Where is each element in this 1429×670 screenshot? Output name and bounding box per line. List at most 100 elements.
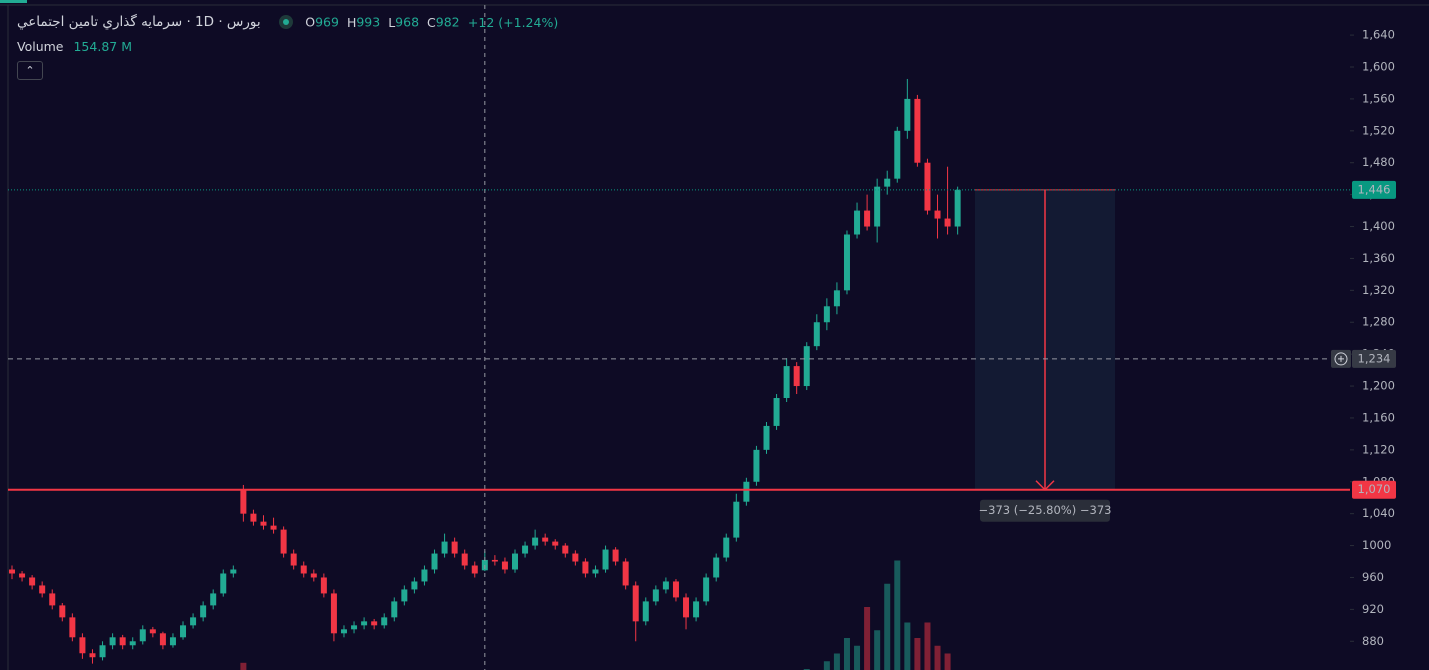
candle-body	[89, 653, 96, 658]
y-tick-label: 1,320	[1362, 283, 1395, 297]
candle-body	[662, 581, 669, 590]
ohlc-label: C	[427, 14, 436, 30]
top-accent	[0, 0, 27, 3]
candle-body	[803, 346, 810, 387]
collapse-button[interactable]: ⌃	[17, 61, 43, 80]
candle-body	[924, 162, 931, 211]
candle-body	[361, 621, 368, 626]
volume-layer	[240, 560, 951, 670]
volume-bar	[944, 653, 951, 670]
candle-body	[401, 589, 408, 602]
y-tick-label: 1,400	[1362, 219, 1395, 233]
candle-body	[99, 645, 106, 658]
candle-body	[49, 593, 56, 606]
candle-body	[260, 521, 267, 526]
volume-bar	[874, 630, 881, 670]
price-badge-label: 1,446	[1358, 182, 1391, 196]
candle-body	[351, 625, 358, 630]
candle-body	[230, 569, 237, 574]
candle-body	[159, 633, 166, 646]
candle-body	[451, 541, 458, 554]
measure-label-box	[980, 499, 1110, 522]
candle-body	[743, 481, 750, 502]
candle-body	[340, 629, 347, 634]
candle-body	[330, 593, 337, 634]
candle-body	[139, 629, 146, 642]
volume-bar	[884, 583, 891, 670]
candle-body	[723, 537, 730, 558]
y-tick-label: 1000	[1362, 538, 1391, 552]
candle-body	[381, 617, 388, 626]
y-tick-label: 1,520	[1362, 123, 1395, 137]
candle-body	[894, 130, 901, 179]
ohlc: O969 H993 L968 C982	[305, 14, 459, 30]
status-icon[interactable]	[278, 15, 293, 29]
ohlc-label: L	[388, 14, 396, 30]
candle-body	[874, 186, 881, 227]
candle-body	[491, 559, 498, 562]
y-tick-label: 880	[1362, 634, 1384, 648]
ohlc-value: 968	[395, 14, 420, 30]
candle-body	[592, 569, 599, 574]
y-tick-label: 1,360	[1362, 251, 1395, 265]
volume-bar	[924, 622, 931, 670]
volume-bar	[914, 638, 921, 670]
price-badge	[1352, 480, 1396, 499]
candle-body	[200, 605, 207, 618]
candle-body	[19, 573, 26, 578]
candle-body	[290, 553, 297, 566]
candle-body	[300, 565, 307, 574]
ohlc-label: O	[305, 14, 316, 30]
candle-body	[190, 617, 197, 626]
candle-body	[310, 573, 317, 578]
candle-body	[512, 553, 518, 570]
volume-bar	[823, 661, 830, 670]
candle-body	[652, 589, 659, 602]
candle-body	[612, 549, 619, 562]
candle-body	[904, 98, 911, 131]
candle-body	[642, 601, 649, 622]
candle-body	[843, 234, 850, 291]
candle-body	[149, 629, 156, 634]
volume-bar	[843, 638, 850, 670]
add-button	[1334, 352, 1348, 366]
candle-body	[411, 581, 418, 590]
candle-body	[864, 210, 871, 227]
candle-body	[391, 601, 398, 618]
candle-body	[683, 597, 690, 618]
y-tick-label: 920	[1362, 602, 1384, 616]
candle-body	[542, 537, 549, 542]
candle-body	[753, 449, 760, 482]
candle-body	[562, 545, 569, 554]
ohlc-value: 993	[356, 14, 381, 30]
candle-body	[944, 218, 951, 227]
candle-body	[431, 553, 438, 570]
candle-body	[59, 605, 66, 618]
candle-body	[884, 178, 891, 187]
y-tick-label: 1,600	[1362, 60, 1395, 74]
y-tick-label: 1,640	[1362, 28, 1395, 42]
change: +12 (+1.24%)	[467, 14, 559, 30]
candle-body	[763, 425, 770, 450]
candle-body	[461, 553, 468, 566]
candle-body	[421, 569, 428, 582]
price-badge-label: 1,070	[1358, 482, 1391, 496]
candle-body	[9, 569, 15, 574]
candle-body	[129, 641, 136, 646]
candle-body	[793, 366, 800, 387]
candle-body	[854, 210, 861, 235]
price-badge	[1352, 180, 1396, 199]
candle-body	[773, 398, 780, 426]
candle-body	[552, 541, 559, 546]
candle-body	[240, 489, 247, 514]
candle-body	[250, 513, 257, 522]
measure-label: −373 (−25.80%) −373	[979, 503, 1112, 517]
candle-body	[632, 585, 639, 622]
candle-body	[532, 537, 539, 546]
candle-body	[501, 561, 508, 570]
volume-bar	[904, 622, 911, 670]
candle-body	[703, 577, 710, 602]
candle-body	[833, 290, 840, 307]
volume-legend: Volume 154.87 M	[17, 39, 132, 54]
volume-bar	[894, 560, 901, 670]
